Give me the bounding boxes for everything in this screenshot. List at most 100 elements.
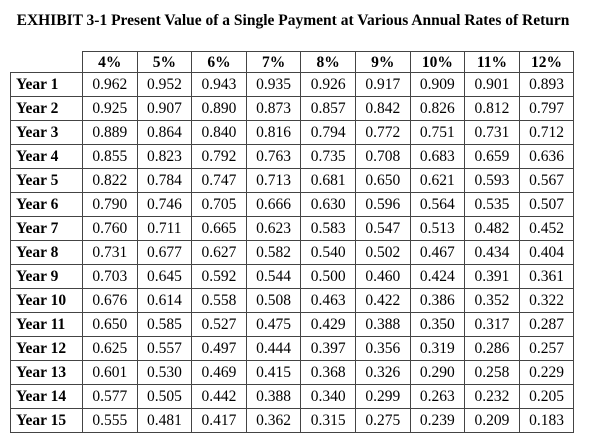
column-header-rate: 7% xyxy=(245,51,302,73)
row-label-year: Year 3 xyxy=(10,120,83,145)
pv-factor-cell: 0.356 xyxy=(354,336,411,361)
pv-factor-cell: 0.507 xyxy=(518,192,575,217)
pv-factor-cell: 0.467 xyxy=(409,240,466,265)
pv-factor-cell: 0.415 xyxy=(245,360,302,385)
pv-factor-cell: 0.893 xyxy=(518,72,575,97)
pv-factor-cell: 0.822 xyxy=(82,168,138,193)
present-value-table: 4% 5% 6% 7% 8% 9% 10% 11% 12% Year 1 0.962 0.952 0.… xyxy=(10,51,575,433)
pv-factor-cell: 0.463 xyxy=(300,288,356,313)
pv-factor-cell: 0.442 xyxy=(191,384,247,409)
pv-factor-cell: 0.784 xyxy=(136,168,193,193)
pv-factor-cell: 0.257 xyxy=(518,336,575,361)
pv-factor-cell: 0.659 xyxy=(464,144,520,169)
row-label-year: Year 14 xyxy=(10,384,83,409)
pv-factor-cell: 0.962 xyxy=(82,72,138,97)
pv-factor-cell: 0.290 xyxy=(409,360,466,385)
pv-factor-cell: 0.842 xyxy=(354,96,411,121)
pv-factor-cell: 0.935 xyxy=(245,72,302,97)
column-header-rate: 8% xyxy=(300,51,356,73)
column-header-rate: 6% xyxy=(191,51,247,73)
pv-factor-cell: 0.527 xyxy=(191,312,247,337)
pv-factor-cell: 0.625 xyxy=(82,336,138,361)
pv-factor-cell: 0.482 xyxy=(464,216,520,241)
pv-factor-cell: 0.322 xyxy=(518,288,575,313)
pv-factor-cell: 0.444 xyxy=(245,336,302,361)
pv-factor-cell: 0.315 xyxy=(300,408,356,433)
pv-factor-cell: 0.502 xyxy=(354,240,411,265)
pv-factor-cell: 0.567 xyxy=(518,168,575,193)
pv-factor-cell: 0.452 xyxy=(518,216,575,241)
pv-factor-cell: 0.505 xyxy=(136,384,193,409)
corner-cell xyxy=(10,51,83,73)
pv-factor-cell: 0.790 xyxy=(82,192,138,217)
pv-factor-cell: 0.630 xyxy=(300,192,356,217)
pv-factor-cell: 0.286 xyxy=(464,336,520,361)
pv-factor-cell: 0.460 xyxy=(354,264,411,289)
pv-factor-cell: 0.229 xyxy=(518,360,575,385)
pv-factor-cell: 0.812 xyxy=(464,96,520,121)
pv-factor-cell: 0.650 xyxy=(354,168,411,193)
pv-factor-cell: 0.475 xyxy=(245,312,302,337)
pv-factor-cell: 0.666 xyxy=(245,192,302,217)
exhibit-title: EXHIBIT 3-1 Present Value of a Single Pa… xyxy=(16,12,570,29)
pv-factor-cell: 0.263 xyxy=(409,384,466,409)
table-row: Year 14 0.577 0.505 0.442 0.388 0.340 0.299 0.2… xyxy=(10,384,575,409)
column-header-rate: 12% xyxy=(518,51,575,73)
pv-factor-cell: 0.890 xyxy=(191,96,247,121)
pv-factor-cell: 0.319 xyxy=(409,336,466,361)
pv-factor-cell: 0.917 xyxy=(354,72,411,97)
pv-factor-cell: 0.209 xyxy=(464,408,520,433)
pv-factor-cell: 0.636 xyxy=(518,144,575,169)
pv-factor-cell: 0.797 xyxy=(518,96,575,121)
pv-factor-cell: 0.909 xyxy=(409,72,466,97)
pv-factor-cell: 0.239 xyxy=(409,408,466,433)
pv-factor-cell: 0.623 xyxy=(245,216,302,241)
row-label-year: Year 6 xyxy=(10,192,83,217)
pv-factor-cell: 0.422 xyxy=(354,288,411,313)
pv-factor-cell: 0.585 xyxy=(136,312,193,337)
row-label-year: Year 4 xyxy=(10,144,83,169)
pv-factor-cell: 0.368 xyxy=(300,360,356,385)
pv-factor-cell: 0.540 xyxy=(300,240,356,265)
pv-factor-cell: 0.592 xyxy=(191,264,247,289)
pv-factor-cell: 0.794 xyxy=(300,120,356,145)
pv-factor-cell: 0.601 xyxy=(82,360,138,385)
pv-factor-cell: 0.816 xyxy=(245,120,302,145)
pv-factor-cell: 0.746 xyxy=(136,192,193,217)
pv-factor-cell: 0.500 xyxy=(300,264,356,289)
pv-factor-cell: 0.388 xyxy=(245,384,302,409)
pv-factor-cell: 0.530 xyxy=(136,360,193,385)
pv-factor-cell: 0.513 xyxy=(409,216,466,241)
row-label-year: Year 11 xyxy=(10,312,83,337)
pv-factor-cell: 0.731 xyxy=(82,240,138,265)
pv-factor-cell: 0.429 xyxy=(300,312,356,337)
pv-factor-cell: 0.864 xyxy=(136,120,193,145)
pv-factor-cell: 0.497 xyxy=(191,336,247,361)
pv-factor-cell: 0.205 xyxy=(518,384,575,409)
pv-factor-cell: 0.391 xyxy=(464,264,520,289)
pv-factor-cell: 0.823 xyxy=(136,144,193,169)
pv-factor-cell: 0.614 xyxy=(136,288,193,313)
pv-factor-cell: 0.582 xyxy=(245,240,302,265)
pv-factor-cell: 0.747 xyxy=(191,168,247,193)
pv-factor-cell: 0.232 xyxy=(464,384,520,409)
table-row: Year 12 0.625 0.557 0.497 0.444 0.397 0.356 0.3… xyxy=(10,336,575,361)
column-header-rate: 5% xyxy=(136,51,193,73)
table-row: Year 4 0.855 0.823 0.792 0.763 0.735 0.708 0.68… xyxy=(10,144,575,169)
pv-factor-cell: 0.317 xyxy=(464,312,520,337)
pv-factor-cell: 0.340 xyxy=(300,384,356,409)
pv-factor-cell: 0.361 xyxy=(518,264,575,289)
table-row: Year 15 0.555 0.481 0.417 0.362 0.315 0.275 0.2… xyxy=(10,408,575,433)
table-row: Year 10 0.676 0.614 0.558 0.508 0.463 0.422 0.3… xyxy=(10,288,575,313)
column-header-rate: 11% xyxy=(464,51,520,73)
table-row: Year 8 0.731 0.677 0.627 0.582 0.540 0.502 0.46… xyxy=(10,240,575,265)
pv-factor-cell: 0.287 xyxy=(518,312,575,337)
pv-factor-cell: 0.907 xyxy=(136,96,193,121)
pv-factor-cell: 0.596 xyxy=(354,192,411,217)
pv-factor-cell: 0.665 xyxy=(191,216,247,241)
pv-factor-cell: 0.258 xyxy=(464,360,520,385)
pv-factor-cell: 0.299 xyxy=(354,384,411,409)
pv-factor-cell: 0.275 xyxy=(354,408,411,433)
pv-factor-cell: 0.735 xyxy=(300,144,356,169)
pv-factor-cell: 0.857 xyxy=(300,96,356,121)
